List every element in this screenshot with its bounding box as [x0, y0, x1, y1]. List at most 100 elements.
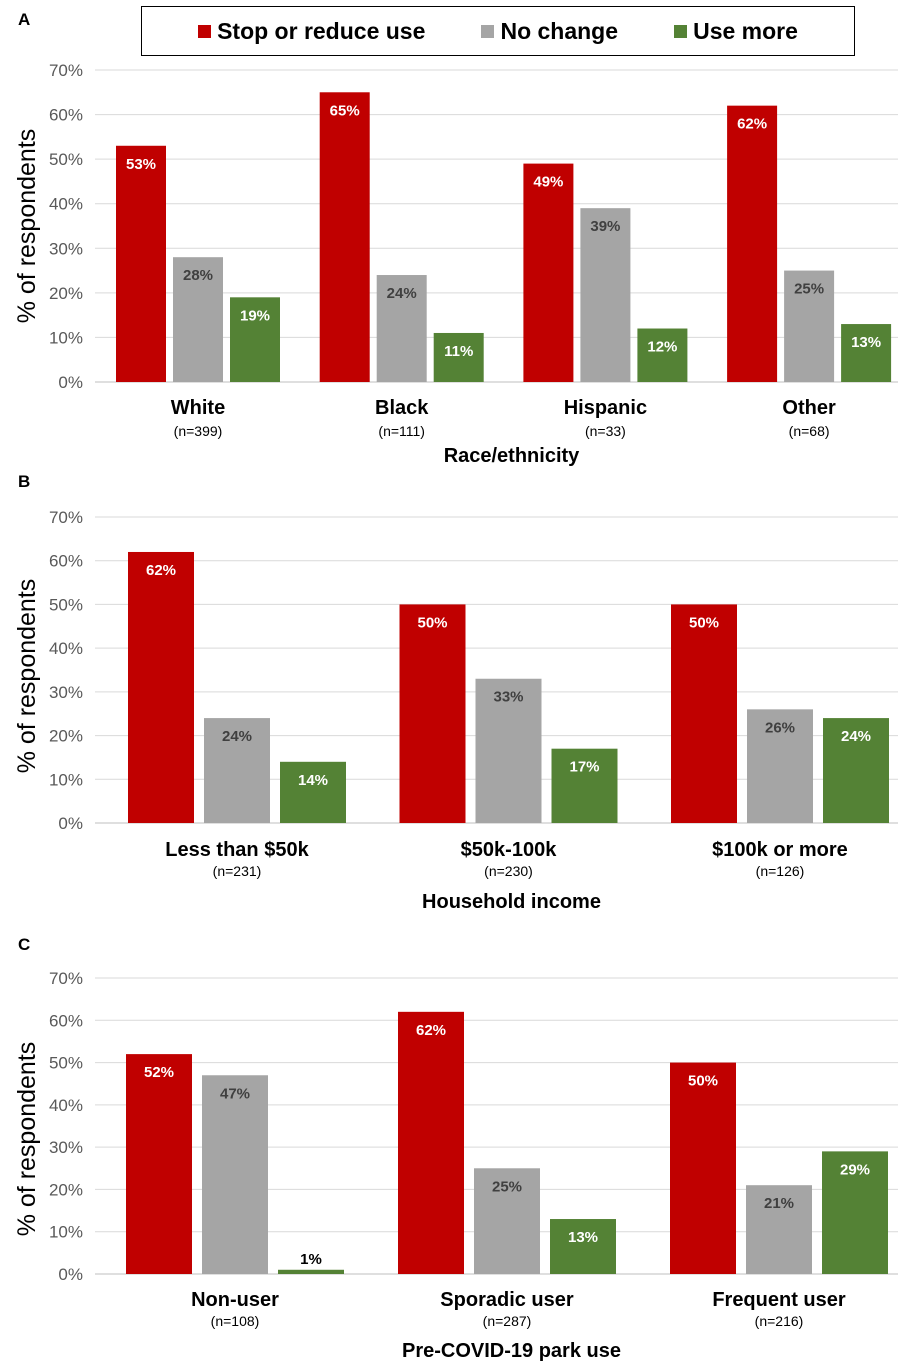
- category-n-c-sporadic-user: (n=287): [483, 1313, 532, 1329]
- data-label-a-black-stop-or-reduce-use: 65%: [330, 102, 360, 119]
- data-label-a-white-stop-or-reduce-use: 53%: [126, 156, 156, 173]
- bar-c-frequent-user-stop-or-reduce-use: [670, 1062, 736, 1274]
- legend-item-use-more: Use more: [674, 18, 798, 45]
- legend-swatch-use-more: [674, 24, 688, 38]
- bar-c-sporadic-user-use-more: [550, 1219, 616, 1274]
- data-label-c-sporadic-user-no-change: 25%: [492, 1178, 522, 1195]
- chart-a-svg: A 0% 10% 20% 30% 40% 50% 60% 70% % of respondents…: [13, 10, 898, 467]
- bar-a-black-use-more: [433, 332, 484, 382]
- y-tick-label-c-2: 20%: [49, 1180, 83, 1199]
- bar-a-white-use-more: [230, 297, 280, 382]
- category-label-a-white: White: [171, 397, 225, 419]
- category-n-b-50k-100k: (n=230): [484, 863, 533, 879]
- chart-b-svg: B 0% 10% 20% 30% 40% 50% 60% 70% % of respondents…: [13, 472, 898, 913]
- bar-a-other-stop-or-reduce-use: [727, 105, 778, 383]
- y-axis-label-a: % of respondents: [13, 129, 41, 324]
- bar-a-white-no-change: [173, 257, 223, 382]
- y-tick-label-b-4: 40%: [49, 639, 83, 658]
- bar-b-less-than-50k-stop-or-reduce-use: [128, 551, 194, 823]
- legend-item-no-change: No change: [481, 18, 618, 45]
- bar-b-50k-100k-use-more: [551, 748, 618, 823]
- bar-a-hispanic-no-change: [580, 208, 631, 382]
- x-axis-label-b: Household income: [422, 891, 601, 913]
- y-tick-label-c-7: 70%: [49, 969, 83, 988]
- panel-label-a: A: [18, 10, 30, 29]
- data-label-c-frequent-user-use-more: 29%: [840, 1161, 870, 1178]
- bar-c-sporadic-user-stop-or-reduce-use: [398, 1011, 464, 1274]
- data-label-a-other-stop-or-reduce-use: 62%: [737, 116, 767, 133]
- chart-panel-a: A 0% 10% 20% 30% 40% 50% 60% 70% % of respondents…: [0, 0, 901, 470]
- category-label-a-other: Other: [782, 397, 836, 419]
- y-tick-label-a-5: 50%: [49, 150, 83, 169]
- data-label-c-frequent-user-stop-or-reduce-use: 50%: [688, 1073, 718, 1090]
- data-label-a-black-use-more: 11%: [444, 343, 473, 360]
- bar-a-other-use-more: [841, 324, 892, 382]
- legend-label-use-more: Use more: [693, 17, 798, 44]
- y-tick-label-a-4: 40%: [49, 195, 83, 214]
- y-tick-label-c-3: 30%: [49, 1138, 83, 1157]
- y-tick-label-c-6: 60%: [49, 1011, 83, 1030]
- bar-b-100k-or-more-use-more: [823, 718, 889, 823]
- legend-label-no-change: No change: [500, 17, 619, 44]
- category-n-a-other: (n=68): [789, 423, 830, 439]
- data-label-c-sporadic-user-use-more: 13%: [568, 1229, 598, 1246]
- category-label-c-non-user: Non-user: [191, 1289, 279, 1311]
- chart-legend: Stop or reduce use No change Use more: [141, 6, 855, 56]
- legend-swatch-stop: [198, 24, 212, 38]
- bar-a-hispanic-use-more: [637, 328, 688, 382]
- bar-b-50k-100k-no-change: [475, 678, 542, 823]
- data-label-a-other-no-change: 25%: [794, 281, 824, 298]
- category-n-c-frequent-user: (n=216): [755, 1313, 804, 1329]
- y-tick-label-a-7: 70%: [49, 61, 83, 80]
- bar-b-50k-100k-stop-or-reduce-use: [399, 604, 466, 823]
- category-n-b-100k-or-more: (n=126): [756, 863, 805, 879]
- y-tick-label-b-3: 30%: [49, 683, 83, 702]
- data-label-a-other-use-more: 13%: [851, 334, 881, 351]
- data-label-a-hispanic-use-more: 12%: [647, 339, 677, 356]
- y-tick-label-a-0: 0%: [58, 373, 83, 392]
- bar-a-other-no-change: [784, 270, 835, 382]
- data-label-b-less-than-50k-use-more: 14%: [298, 772, 328, 789]
- bar-c-non-user-use-more: [278, 1269, 344, 1274]
- bar-a-white-stop-or-reduce-use: [116, 145, 166, 382]
- bar-b-less-than-50k-use-more: [280, 761, 346, 823]
- data-label-a-white-use-more: 19%: [240, 307, 270, 324]
- data-label-c-sporadic-user-stop-or-reduce-use: 62%: [416, 1022, 446, 1039]
- legend-label-stop: Stop or reduce use: [217, 17, 426, 44]
- y-tick-label-a-2: 20%: [49, 284, 83, 303]
- data-label-c-non-user-stop-or-reduce-use: 52%: [144, 1064, 174, 1081]
- data-label-b-less-than-50k-stop-or-reduce-use: 62%: [146, 562, 176, 579]
- data-label-a-white-no-change: 28%: [183, 267, 213, 284]
- bar-a-hispanic-stop-or-reduce-use: [523, 163, 574, 382]
- y-tick-label-c-0: 0%: [58, 1265, 83, 1284]
- panel-label-b: B: [18, 472, 30, 491]
- chart-panel-b: B 0% 10% 20% 30% 40% 50% 60% 70% % of respondents…: [0, 460, 901, 925]
- bar-a-black-stop-or-reduce-use: [319, 92, 370, 383]
- bar-c-frequent-user-no-change: [746, 1185, 812, 1274]
- data-label-a-hispanic-no-change: 39%: [590, 218, 620, 235]
- bar-a-black-no-change: [376, 275, 427, 382]
- data-label-b-100k-or-more-stop-or-reduce-use: 50%: [689, 614, 719, 631]
- category-n-a-white: (n=399): [174, 423, 223, 439]
- data-label-c-frequent-user-no-change: 21%: [764, 1195, 794, 1212]
- data-label-b-100k-or-more-use-more: 24%: [841, 728, 871, 745]
- data-label-b-50k-100k-stop-or-reduce-use: 50%: [417, 614, 447, 631]
- legend-item-stop-or-reduce-use: Stop or reduce use: [198, 18, 425, 45]
- category-label-c-sporadic-user: Sporadic user: [440, 1289, 574, 1311]
- y-tick-label-a-3: 30%: [49, 239, 83, 258]
- x-axis-label-a: Race/ethnicity: [444, 445, 580, 467]
- category-label-b-less-than-50k: Less than $50k: [165, 839, 309, 861]
- bar-b-100k-or-more-stop-or-reduce-use: [671, 604, 737, 823]
- y-tick-label-b-5: 50%: [49, 595, 83, 614]
- y-tick-label-a-6: 60%: [49, 106, 83, 125]
- legend-swatch-no-change: [481, 24, 495, 38]
- category-n-a-black: (n=111): [378, 423, 425, 439]
- y-tick-label-b-0: 0%: [58, 814, 83, 833]
- category-n-b-less-than-50k: (n=231): [213, 863, 262, 879]
- y-tick-label-b-2: 20%: [49, 727, 83, 746]
- bar-b-less-than-50k-no-change: [204, 718, 270, 823]
- category-n-a-hispanic: (n=33): [585, 423, 626, 439]
- data-label-b-50k-100k-use-more: 17%: [569, 759, 599, 776]
- y-tick-label-c-5: 50%: [49, 1054, 83, 1073]
- data-label-a-black-no-change: 24%: [387, 285, 417, 302]
